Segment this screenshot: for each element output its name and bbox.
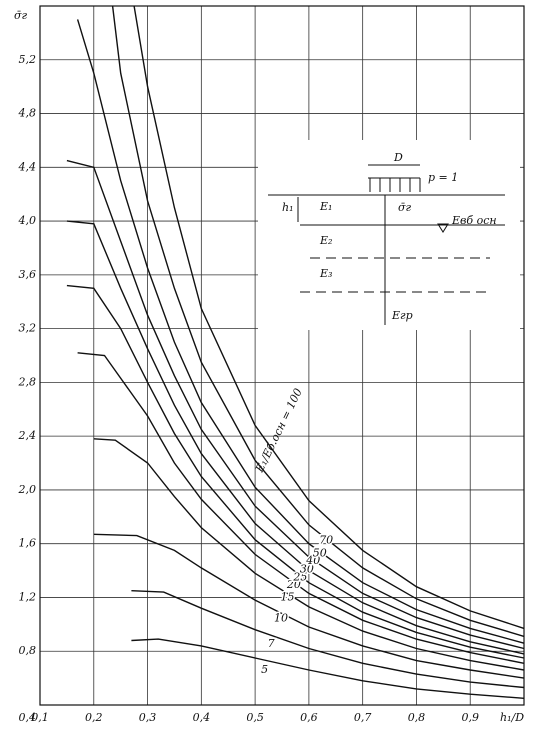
y-tick-label: 4,8: [18, 107, 37, 120]
y-tick-label: 0,4: [19, 711, 37, 724]
curve-label: 10: [274, 612, 288, 625]
curve-label: 7: [268, 637, 275, 650]
x-tick-label: 0,9: [461, 711, 479, 724]
x-tick-label: 0,6: [300, 711, 318, 724]
y-tick-label: 1,2: [19, 590, 37, 603]
curve: [133, 5, 525, 630]
curve-label: 15: [280, 590, 294, 603]
curve: [93, 533, 525, 679]
curve: [66, 284, 525, 659]
x-tick-label: 0,8: [408, 711, 426, 724]
curve-label: 50: [313, 546, 327, 559]
water-level: [437, 223, 449, 233]
curve: [66, 159, 525, 650]
x-tick-label: 0,5: [246, 711, 264, 724]
y-tick-label: 5,2: [19, 53, 37, 66]
curve-label: E₁/Eб.осн = 100: [253, 386, 305, 475]
curve: [93, 438, 525, 671]
curve: [131, 638, 525, 699]
inset-label: E₃: [319, 267, 332, 280]
y-tick-label: 2,8: [18, 375, 37, 388]
curve: [77, 352, 525, 664]
curve-label: 40: [305, 554, 320, 567]
curve: [111, 5, 525, 638]
curve-label: 30: [300, 562, 314, 575]
x-tick-label: 0,3: [139, 711, 157, 724]
x-axis-label: h₁/D: [500, 711, 524, 724]
x-tick-label: 0,7: [354, 711, 372, 724]
curve: [131, 590, 525, 689]
curve-label: 20: [286, 578, 301, 591]
curve-label: 25: [292, 570, 307, 583]
y-tick-label: 2,4: [18, 429, 37, 442]
inset-label: h₁: [282, 201, 294, 214]
y-tick-label: 0,8: [19, 644, 37, 657]
inset-label: p = 1: [428, 171, 458, 184]
y-tick-label: 3,2: [19, 322, 37, 335]
inset-label: D: [393, 151, 403, 164]
y-tick-label: 3,6: [19, 268, 37, 281]
y-tick-label: 4,4: [18, 160, 37, 173]
inset-label: E₁: [319, 200, 332, 213]
x-tick-label: 0,2: [85, 711, 103, 724]
y-tick-label: 1,6: [19, 537, 37, 550]
curve-label: 70: [319, 533, 333, 546]
curve: [76, 19, 525, 644]
inset-label: Eвб осн: [451, 214, 497, 227]
inset-diagram: Dp = 1 h₁ E₁ σ̄г Eвб осн E₂ E₃ Eгр: [258, 140, 520, 330]
inset-label: E₂: [319, 234, 332, 247]
x-tick-label: 0,1: [31, 711, 49, 724]
y-tick-label: 2,0: [18, 483, 37, 496]
inset-label: σ̄г: [398, 201, 412, 214]
inset-label: Eгр: [391, 309, 413, 322]
curve-label: 5: [261, 663, 268, 676]
y-tick-label: 4,0: [18, 214, 37, 227]
inset-background: [258, 140, 520, 330]
curve: [66, 220, 525, 655]
x-tick-label: 0,4: [193, 711, 211, 724]
plot-frame: [39, 5, 525, 706]
y-axis-label: σ̄г: [14, 9, 28, 22]
